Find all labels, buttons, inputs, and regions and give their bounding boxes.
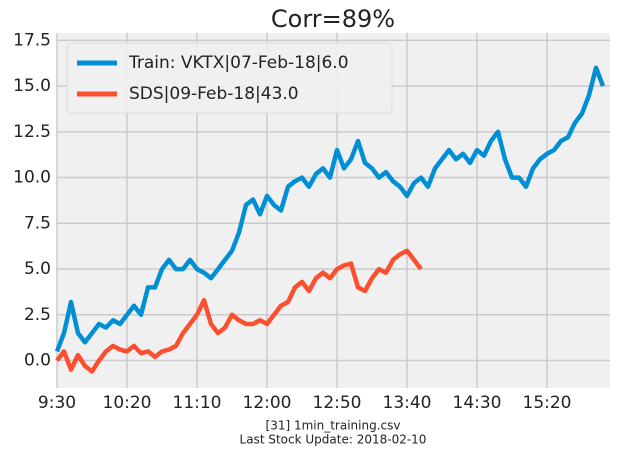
y-tick-label: 2.5	[24, 305, 51, 325]
line	[55, 248, 423, 374]
x-tick-label: 13:40	[383, 393, 432, 413]
y-tick-label: 15.0	[13, 76, 51, 96]
line	[54, 65, 606, 353]
y-tick-label: 12.5	[13, 122, 51, 142]
chart-title: Corr=89%	[271, 5, 395, 33]
legend-label: SDS|09-Feb-18|43.0	[129, 84, 299, 104]
x-tick-label: 15:20	[523, 393, 572, 413]
y-tick-label: 5.0	[24, 259, 51, 279]
caption: [31] 1min_training.csv	[266, 419, 401, 433]
legend-label: Train: VKTX|07-Feb-18|6.0	[128, 53, 349, 73]
caption: Last Stock Update: 2018-02-10	[240, 433, 427, 447]
x-tick-label: 9:30	[38, 393, 76, 413]
y-tick-label: 7.5	[24, 213, 51, 233]
x-tick-label: 14:30	[453, 393, 502, 413]
y-tick-label: 10.0	[13, 168, 51, 188]
y-tick-label: 17.5	[13, 30, 51, 50]
x-tick-label: 10:20	[103, 393, 152, 413]
x-tick-label: 12:50	[313, 393, 362, 413]
y-tick-label: 0.0	[24, 351, 51, 371]
x-tick-label: 11:10	[173, 393, 222, 413]
x-tick-label: 12:00	[243, 393, 292, 413]
legend-box	[66, 42, 393, 114]
